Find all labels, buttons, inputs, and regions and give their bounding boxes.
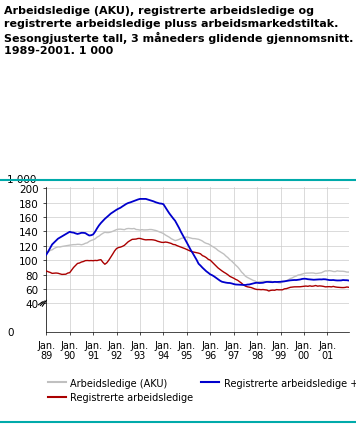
Text: 1 000: 1 000	[7, 175, 36, 184]
Legend: Arbeidsledige (AKU), Registrerte arbeidsledige, Registrerte arbeidsledige + tilt: Arbeidsledige (AKU), Registrerte arbeids…	[48, 378, 356, 403]
Text: 0: 0	[7, 327, 14, 337]
Text: Arbeidsledige (AKU), registrerte arbeidsledige og
registrerte arbeidsledige plus: Arbeidsledige (AKU), registrerte arbeids…	[4, 6, 353, 56]
